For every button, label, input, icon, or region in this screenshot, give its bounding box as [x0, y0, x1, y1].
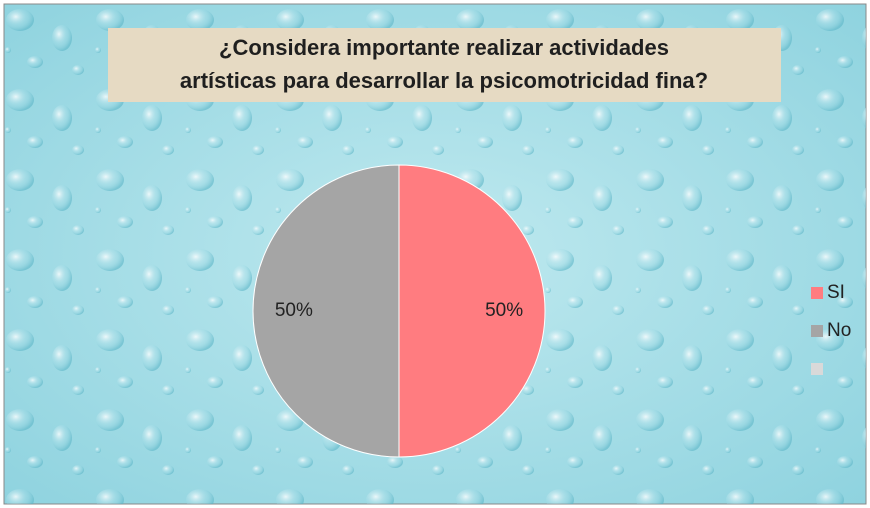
legend-swatch [811, 325, 823, 337]
chart-title: ¿Considera importante realizar actividad… [219, 35, 669, 60]
legend-swatch [811, 287, 823, 299]
legend: SI No [811, 282, 851, 375]
pie: 50% 50% [252, 164, 546, 458]
legend-label: SI [827, 282, 845, 303]
chart-title: artísticas para desarrollar la psicomotr… [180, 68, 708, 93]
title-box [108, 28, 781, 102]
data-label: 50% [275, 300, 313, 321]
pie-slice [398, 164, 546, 458]
legend-label: No [827, 320, 851, 341]
pie-slice [252, 164, 400, 458]
data-label: 50% [485, 300, 523, 321]
legend-swatch [811, 363, 823, 375]
